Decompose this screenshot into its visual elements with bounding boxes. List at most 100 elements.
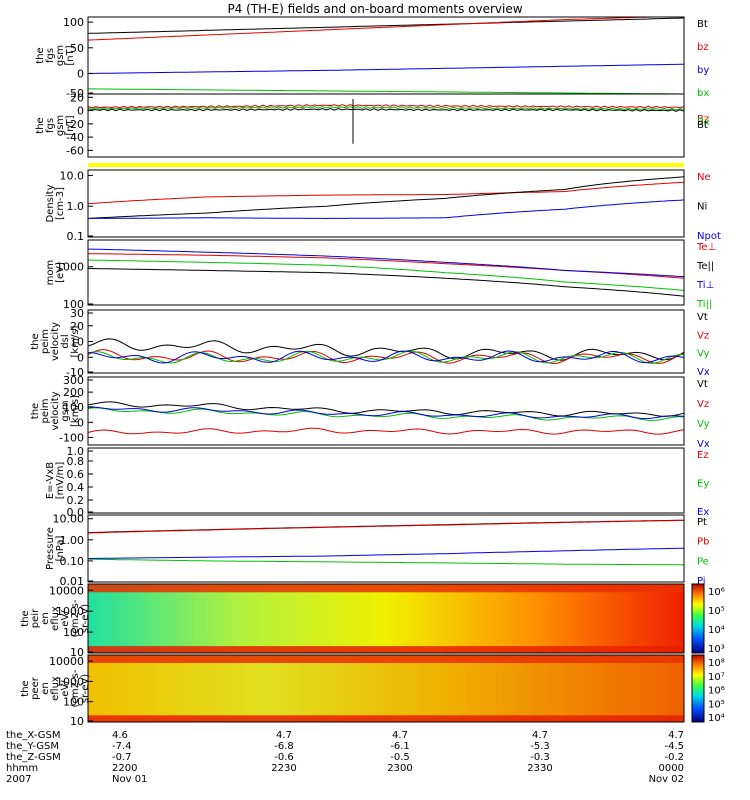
legend-label-bz: bz <box>697 42 709 53</box>
y-tick-label: 10 <box>70 646 84 659</box>
footer-value: -4.5 <box>664 741 684 752</box>
y-tick-label: 1000 <box>56 261 84 274</box>
colorbar-tick-label: 10⁴ <box>708 713 725 724</box>
legend-label-Pb: Pb <box>697 537 709 548</box>
legend-label-Ex: Ex <box>697 507 709 518</box>
footer-value: 4.7 <box>532 730 548 741</box>
y-tick-label: -40 <box>66 131 84 144</box>
y-tick-label: 10 <box>70 336 84 349</box>
footer-value: 2330 <box>527 763 552 774</box>
legend-label-Bx: Bx <box>697 117 710 128</box>
colorbar-tick-label: 10³ <box>708 644 725 655</box>
y-axis-label: [eV] <box>55 262 66 283</box>
y-axis-label: [km/s] <box>70 395 81 427</box>
y-tick-label: 1000 <box>56 605 84 618</box>
legend-label-Ez: Ez <box>697 450 709 461</box>
series-line-Vx <box>87 406 685 420</box>
colorbar-tick-label: 10⁶ <box>708 686 725 697</box>
colorbar <box>691 583 705 654</box>
y-axis-label: sr-eV) <box>80 674 91 703</box>
series-line-Bx <box>87 105 685 111</box>
y-axis-label: sr-eV) <box>80 604 91 633</box>
heatmap-band-top <box>88 655 684 664</box>
footer-value: 4.7 <box>668 730 684 741</box>
footer-value: Nov 02 <box>649 774 684 785</box>
legend-label-Npot: Npot <box>697 231 721 242</box>
time-axis-footer: the_X-GSM 4.6 4.7 4.7 4.7 4.7 the_Y-GSM -7.4 -6.… <box>6 730 684 785</box>
y-tick-label: 100 <box>63 16 84 29</box>
legend-label-Vt: Vt <box>697 379 708 390</box>
legend-label-Vz: Vz <box>697 330 709 341</box>
legend-label-Vy: Vy <box>697 419 710 430</box>
y-tick-label: 0.8 <box>67 455 85 468</box>
y-axis-label: peer <box>30 676 41 700</box>
y-tick-label: 0.6 <box>67 468 85 481</box>
legend-label-Te||: Te|| <box>696 261 714 272</box>
y-axis-label: the <box>30 403 41 419</box>
y-axis-label: gsm <box>60 400 71 421</box>
panel-frame <box>87 654 685 723</box>
series-line-Vt <box>87 401 685 417</box>
legend-label-Bt: Bt <box>697 120 708 131</box>
series-line-Pb <box>87 519 685 534</box>
series-line-Bt <box>87 17 685 34</box>
legend-label-bx: bx <box>697 88 709 99</box>
y-axis-label: en <box>40 682 51 695</box>
series-line-bx <box>88 88 684 95</box>
y-axis-label: eflux <box>50 606 61 631</box>
footer-value: 4.6 <box>112 730 128 741</box>
footer-value: -0.7 <box>112 752 132 763</box>
panel-p7: Ez Ey Ex 1.00.80.60.40.20.0 E=-VxB [mV/m] <box>45 445 709 519</box>
y-tick-label: 10 <box>70 715 84 728</box>
footer-value: -0.5 <box>390 752 410 763</box>
legend-label-Ey: Ey <box>697 479 709 490</box>
colorbar-tick-label: 10⁷ <box>708 672 725 683</box>
y-tick-label: 0.10 <box>60 555 85 568</box>
series-line-Bz <box>87 104 685 109</box>
heatmap-field <box>88 655 684 722</box>
series-line-Te|| <box>87 268 685 297</box>
y-tick-label: -60 <box>66 144 84 157</box>
footer-row-label: hhmm <box>6 763 38 774</box>
legend-label-Vt: Vt <box>697 312 708 323</box>
y-axis-label: velocity <box>50 322 61 361</box>
plot-title: P4 (TH-E) fields and on-board moments ov… <box>227 2 522 16</box>
heatmap-band-bottom <box>88 715 684 722</box>
legend-label-Vz: Vz <box>697 399 709 410</box>
y-axis-label: dsl <box>60 334 71 348</box>
y-axis-label: Density <box>45 184 56 222</box>
y-tick-label: 0.01 <box>60 575 85 588</box>
y-axis-label: (cm2-s- <box>70 669 81 707</box>
series-line-by <box>87 63 685 74</box>
footer-value: 0000 <box>659 763 684 774</box>
y-axis-label: the <box>35 47 46 63</box>
footer-row-label: the_X-GSM <box>6 730 60 741</box>
y-tick-label: 1.0 <box>67 200 85 213</box>
panel-frame <box>87 239 685 306</box>
y-tick-label: -50 <box>66 87 84 100</box>
y-tick-label: 1.00 <box>60 534 85 547</box>
colorbar <box>691 654 705 723</box>
footer-value: -6.8 <box>274 741 294 752</box>
series-line-Npot <box>87 199 685 220</box>
y-tick-label: 10.00 <box>53 513 85 526</box>
series-line-Ti|| <box>87 259 685 291</box>
y-tick-label: 0.2 <box>67 494 85 507</box>
y-axis-label: eflux <box>50 676 61 701</box>
panel-p4: Te⊥ Te|| Ti⊥ Ti|| 1000 100 mom [eV] <box>45 239 716 311</box>
footer-value: -7.4 <box>112 741 132 752</box>
panel-frame <box>87 583 685 654</box>
y-tick-label: 0.0 <box>67 506 85 519</box>
legend-label-Ni: Ni <box>697 202 707 213</box>
series-line-Pi <box>88 547 685 559</box>
y-tick-label: 100 <box>63 626 84 639</box>
y-tick-label: 30 <box>70 307 84 320</box>
footer-row-label: the_Z-GSM <box>6 752 61 763</box>
y-tick-label: 100 <box>63 401 84 414</box>
footer-value: 4.7 <box>392 730 408 741</box>
y-axis-label: gsm <box>55 115 66 136</box>
y-axis-label: (cm2-s- <box>70 599 81 637</box>
panel-frame <box>87 309 685 374</box>
